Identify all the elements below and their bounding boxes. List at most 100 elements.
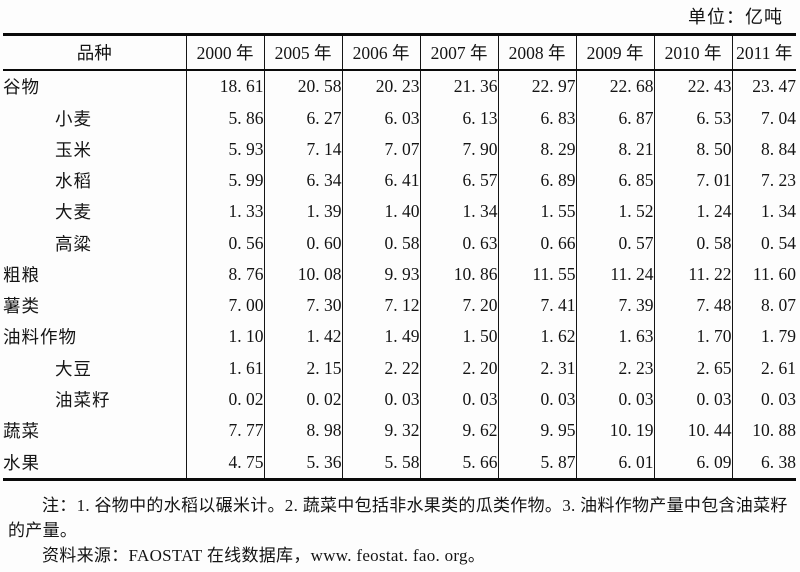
value-cell: 1. 34: [731, 196, 796, 228]
value-cell: 1. 52: [575, 196, 654, 228]
column-header-year: 2005 年: [263, 34, 342, 71]
value-cell: 7. 41: [497, 290, 576, 322]
row-label: 油料作物: [3, 327, 77, 348]
value-cell: 7. 77: [185, 415, 264, 447]
note-text: 注：1. 谷物中的水稻以碾米计。2. 蔬菜中包括非水果类的瓜类作物。3. 油料作…: [8, 496, 788, 540]
value-cell: 0. 03: [575, 383, 654, 415]
column-header-year: 2008 年: [497, 34, 576, 71]
value-cell: 7. 20: [419, 290, 498, 322]
value-cell: 7. 14: [263, 133, 342, 165]
value-cell: 9. 95: [497, 415, 576, 447]
table-row: 大豆 1. 61 2. 15 2. 22 2. 20 2. 31 2. 23 2. 65 2. …: [3, 352, 796, 384]
table-row: 蔬菜 7. 77 8. 98 9. 32 9. 62 9. 95 10. 19 10. 44 1…: [3, 415, 796, 447]
header-row: 品种 2000 年 2005 年 2006 年 2007 年 2008 年 2009 年 20…: [3, 34, 796, 71]
row-label: 粗粮: [3, 264, 40, 285]
value-cell: 0. 63: [419, 227, 498, 259]
value-cell: 6. 13: [419, 102, 498, 134]
column-header-year: 2007 年: [419, 34, 498, 71]
value-cell: 6. 41: [341, 165, 420, 197]
value-cell: 2. 15: [263, 352, 342, 384]
value-cell: 0. 02: [185, 383, 264, 415]
row-label: 小麦: [55, 108, 92, 129]
column-header-year: 2006 年: [341, 34, 420, 71]
value-cell: 8. 21: [575, 133, 654, 165]
value-cell: 0. 03: [497, 383, 576, 415]
value-cell: 11. 55: [497, 258, 576, 290]
value-cell: 6. 01: [575, 446, 654, 480]
row-label: 蔬菜: [3, 421, 40, 442]
row-label: 大豆: [55, 358, 92, 379]
value-cell: 6. 34: [263, 165, 342, 197]
value-cell: 18. 61: [185, 70, 264, 103]
table-row: 谷物 18. 61 20. 58 20. 23 21. 36 22. 97 22. 68 22…: [3, 70, 796, 103]
table-row: 薯类 7. 00 7. 30 7. 12 7. 20 7. 41 7. 39 7. 48 8. …: [3, 290, 796, 322]
value-cell: 5. 36: [263, 446, 342, 480]
value-cell: 5. 86: [185, 102, 264, 134]
column-header-year: 2000 年: [185, 34, 264, 71]
value-cell: 7. 01: [653, 165, 732, 197]
value-cell: 8. 29: [497, 133, 576, 165]
value-cell: 6. 09: [653, 446, 732, 480]
value-cell: 10. 19: [575, 415, 654, 447]
table-notes: 注：1. 谷物中的水稻以碾米计。2. 蔬菜中包括非水果类的瓜类作物。3. 油料作…: [3, 493, 797, 568]
value-cell: 6. 85: [575, 165, 654, 197]
value-cell: 1. 49: [341, 321, 420, 353]
value-cell: 1. 24: [653, 196, 732, 228]
value-cell: 10. 86: [419, 258, 498, 290]
value-cell: 11. 60: [731, 258, 796, 290]
value-cell: 6. 57: [419, 165, 498, 197]
value-cell: 20. 58: [263, 70, 342, 103]
value-cell: 0. 66: [497, 227, 576, 259]
value-cell: 22. 97: [497, 70, 576, 103]
value-cell: 11. 22: [653, 258, 732, 290]
value-cell: 6. 27: [263, 102, 342, 134]
value-cell: 9. 93: [341, 258, 420, 290]
row-label: 水稻: [55, 171, 92, 192]
table-row: 油料作物 1. 10 1. 42 1. 49 1. 50 1. 62 1. 63 1. 70 1…: [3, 321, 796, 353]
row-label: 高粱: [55, 233, 92, 254]
value-cell: 0. 57: [575, 227, 654, 259]
value-cell: 11. 24: [575, 258, 654, 290]
value-cell: 7. 00: [185, 290, 264, 322]
table-row: 小麦 5. 86 6. 27 6. 03 6. 13 6. 83 6. 87 6. 53 7. …: [3, 102, 796, 134]
value-cell: 1. 61: [185, 352, 264, 384]
value-cell: 7. 07: [341, 133, 420, 165]
value-cell: 8. 50: [653, 133, 732, 165]
value-cell: 2. 23: [575, 352, 654, 384]
table-row: 油菜籽 0. 02 0. 02 0. 03 0. 03 0. 03 0. 03 0. 03 0.…: [3, 383, 796, 415]
row-label: 油菜籽: [55, 389, 111, 410]
value-cell: 1. 63: [575, 321, 654, 353]
value-cell: 6. 89: [497, 165, 576, 197]
value-cell: 1. 55: [497, 196, 576, 228]
row-label: 薯类: [3, 296, 40, 317]
value-cell: 8. 07: [731, 290, 796, 322]
value-cell: 2. 65: [653, 352, 732, 384]
table-row: 粗粮 8. 76 10. 08 9. 93 10. 86 11. 55 11. 24 11. …: [3, 258, 796, 290]
value-cell: 5. 66: [419, 446, 498, 480]
value-cell: 8. 98: [263, 415, 342, 447]
value-cell: 0. 56: [185, 227, 264, 259]
column-header-product: 品种: [3, 34, 186, 71]
row-label: 大麦: [55, 202, 92, 223]
table-row: 水稻 5. 99 6. 34 6. 41 6. 57 6. 89 6. 85 7. 01 7. …: [3, 165, 796, 197]
table-row: 高粱 0. 56 0. 60 0. 58 0. 63 0. 66 0. 57 0. 58 0. …: [3, 227, 796, 259]
column-header-year: 2009 年: [575, 34, 654, 71]
value-cell: 6. 03: [341, 102, 420, 134]
value-cell: 0. 02: [263, 383, 342, 415]
table-row: 水果 4. 75 5. 36 5. 58 5. 66 5. 87 6. 01 6. 09 6. …: [3, 446, 796, 480]
column-header-year: 2011 年: [731, 34, 796, 71]
value-cell: 2. 20: [419, 352, 498, 384]
value-cell: 21. 36: [419, 70, 498, 103]
value-cell: 6. 87: [575, 102, 654, 134]
source-text: 资料来源：FAOSTAT 在线数据库，www. feostat. fao. or…: [42, 546, 486, 565]
value-cell: 1. 33: [185, 196, 264, 228]
value-cell: 1. 40: [341, 196, 420, 228]
value-cell: 5. 93: [185, 133, 264, 165]
value-cell: 22. 68: [575, 70, 654, 103]
value-cell: 2. 61: [731, 352, 796, 384]
value-cell: 5. 87: [497, 446, 576, 480]
value-cell: 22. 43: [653, 70, 732, 103]
value-cell: 0. 03: [731, 383, 796, 415]
value-cell: 1. 39: [263, 196, 342, 228]
